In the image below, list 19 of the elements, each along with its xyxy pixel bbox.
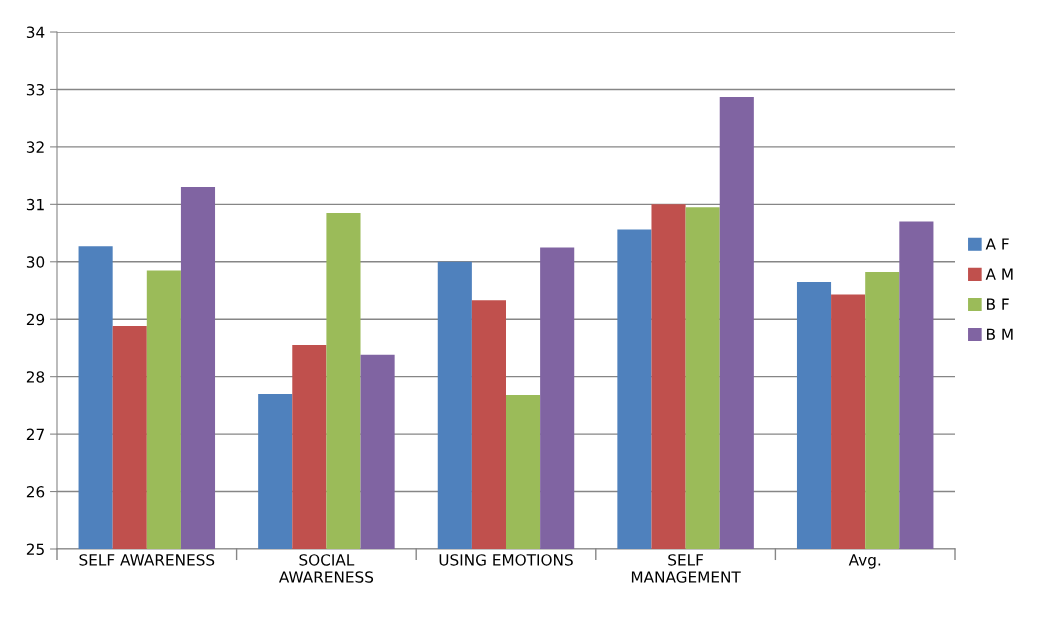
legend-label: A M (985, 268, 1013, 280)
y-tick-label: 33 (26, 83, 44, 96)
y-tick-label: 31 (26, 198, 44, 211)
y-tick-label: 34 (26, 26, 45, 39)
y-tick-label: 27 (26, 428, 44, 440)
legend-label: B M (987, 328, 1013, 340)
x-tick-label: SELF MANAGEMENT (631, 554, 741, 583)
x-tick-label: SELF AWARENESS (79, 554, 215, 566)
legend-label: B F (987, 298, 1009, 310)
y-tick-label: 26 (26, 486, 45, 498)
x-tick-label: Avg. (848, 554, 881, 569)
y-tick-label: 32 (26, 141, 44, 153)
y-tick-label: 30 (26, 256, 45, 268)
y-tick-label: 29 (26, 313, 45, 326)
y-tick-label: 25 (26, 543, 44, 556)
legend-label: A F (985, 238, 1009, 250)
x-tick-label: SOCIAL AWARENESS (278, 554, 374, 583)
x-tick-label: USING EMOTIONS (439, 554, 573, 566)
y-tick-label: 28 (26, 371, 45, 383)
